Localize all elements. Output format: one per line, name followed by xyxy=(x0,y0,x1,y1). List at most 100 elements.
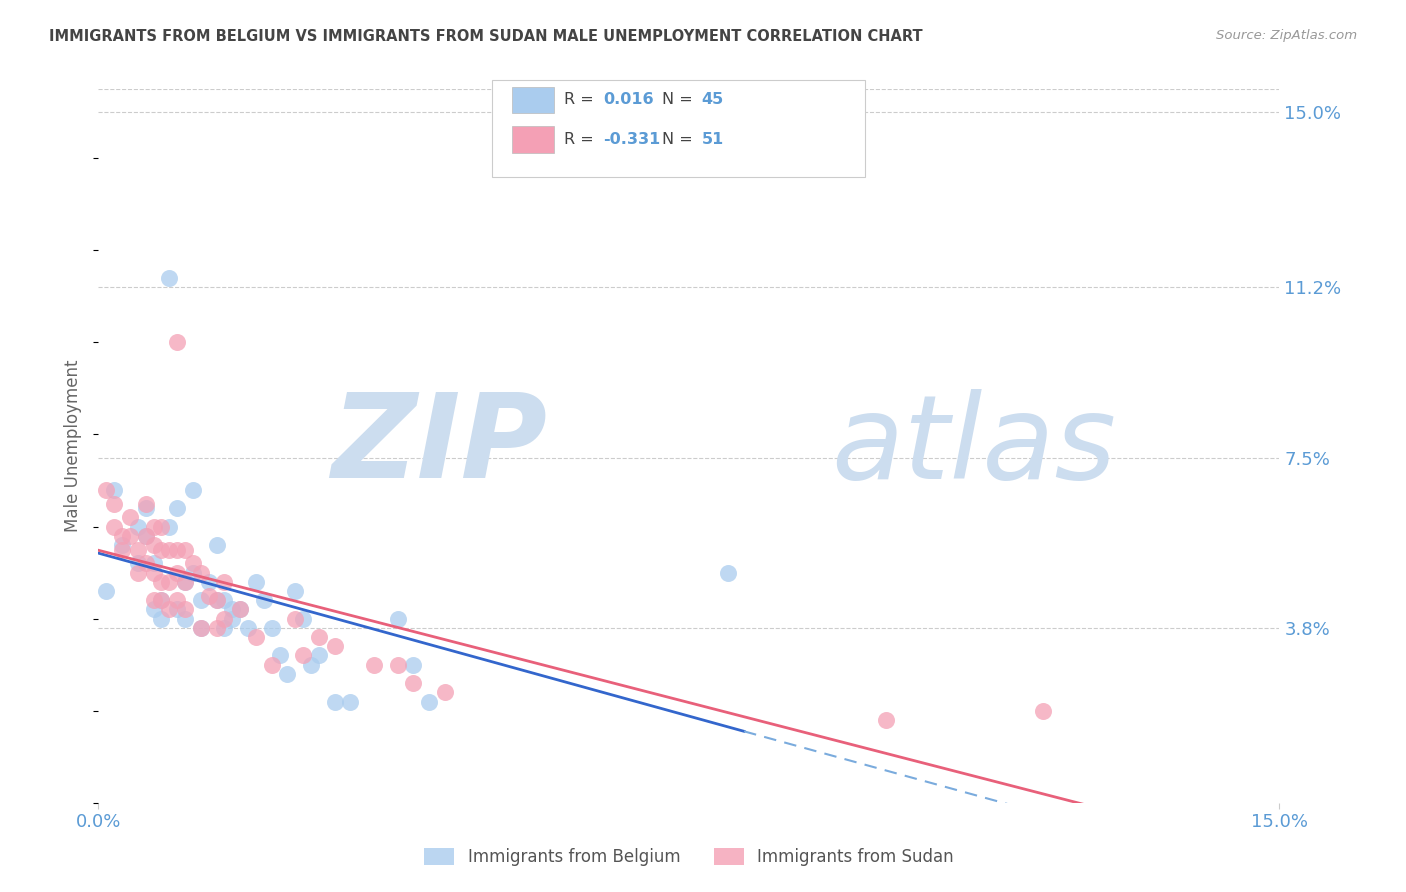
Point xyxy=(205,621,228,635)
Text: atlas: atlas xyxy=(831,389,1116,503)
Point xyxy=(190,566,212,580)
Point xyxy=(402,657,425,672)
Text: Source: ZipAtlas.com: Source: ZipAtlas.com xyxy=(1216,29,1357,42)
Point xyxy=(157,519,180,533)
Point xyxy=(166,335,188,350)
Point xyxy=(181,483,204,497)
Point xyxy=(214,593,236,607)
Point xyxy=(236,621,259,635)
Point xyxy=(166,602,188,616)
Point xyxy=(174,574,197,589)
Point xyxy=(118,510,141,524)
Point xyxy=(308,648,330,663)
Point xyxy=(150,519,173,533)
Point xyxy=(190,621,212,635)
Point xyxy=(135,529,157,543)
Point xyxy=(150,542,173,557)
Text: N =: N = xyxy=(662,93,699,107)
Point xyxy=(135,501,157,516)
Point xyxy=(127,557,149,571)
Point xyxy=(111,529,134,543)
Point xyxy=(260,621,283,635)
Point xyxy=(150,612,173,626)
Point xyxy=(387,657,409,672)
Point xyxy=(181,566,204,580)
Point xyxy=(260,657,283,672)
Point xyxy=(205,593,228,607)
Point xyxy=(875,713,897,727)
Text: R =: R = xyxy=(564,93,599,107)
Point xyxy=(142,593,165,607)
Point xyxy=(229,602,252,616)
Text: -0.331: -0.331 xyxy=(603,132,661,146)
Text: 45: 45 xyxy=(702,93,724,107)
Point xyxy=(150,593,173,607)
Point xyxy=(323,640,346,654)
Y-axis label: Male Unemployment: Male Unemployment xyxy=(65,359,83,533)
Point xyxy=(363,657,385,672)
Point xyxy=(387,612,409,626)
Point xyxy=(402,676,425,690)
Text: 0.016: 0.016 xyxy=(603,93,654,107)
Point xyxy=(299,657,322,672)
Point xyxy=(433,685,456,699)
Point xyxy=(284,612,307,626)
Point xyxy=(157,271,180,285)
Point xyxy=(174,602,197,616)
Point xyxy=(214,612,236,626)
Point xyxy=(284,584,307,599)
Point xyxy=(197,574,219,589)
Text: 51: 51 xyxy=(702,132,724,146)
Point xyxy=(190,593,212,607)
Point xyxy=(150,574,173,589)
Point xyxy=(127,542,149,557)
Point xyxy=(245,630,267,644)
Point xyxy=(269,648,291,663)
Text: ZIP: ZIP xyxy=(332,389,547,503)
Point xyxy=(157,602,180,616)
Point xyxy=(323,694,346,708)
Point xyxy=(142,519,165,533)
Legend: Immigrants from Belgium, Immigrants from Sudan: Immigrants from Belgium, Immigrants from… xyxy=(418,841,960,873)
Point xyxy=(142,566,165,580)
Point xyxy=(96,584,118,599)
Point xyxy=(292,648,315,663)
Point xyxy=(253,593,276,607)
Point xyxy=(221,612,243,626)
Point xyxy=(103,483,125,497)
Point xyxy=(308,630,330,644)
Point xyxy=(181,557,204,571)
Text: R =: R = xyxy=(564,132,599,146)
Point xyxy=(276,666,298,681)
Point xyxy=(190,621,212,635)
Point xyxy=(135,497,157,511)
Point xyxy=(214,621,236,635)
Point xyxy=(103,519,125,533)
Point xyxy=(135,529,157,543)
Point xyxy=(157,574,180,589)
Point xyxy=(339,694,361,708)
Point xyxy=(103,497,125,511)
Point xyxy=(127,519,149,533)
Point xyxy=(111,542,134,557)
Point xyxy=(142,602,165,616)
Point xyxy=(292,612,315,626)
Point xyxy=(142,557,165,571)
Point xyxy=(197,589,219,603)
Point xyxy=(174,542,197,557)
Point xyxy=(245,574,267,589)
Point xyxy=(717,566,740,580)
Point xyxy=(205,593,228,607)
Point xyxy=(214,574,236,589)
Point xyxy=(166,566,188,580)
Point xyxy=(418,694,440,708)
Point xyxy=(111,538,134,552)
Point xyxy=(1032,704,1054,718)
Point xyxy=(150,593,173,607)
Point xyxy=(96,483,118,497)
Point xyxy=(157,542,180,557)
Point xyxy=(135,557,157,571)
Point xyxy=(127,566,149,580)
Point xyxy=(174,612,197,626)
Text: N =: N = xyxy=(662,132,699,146)
